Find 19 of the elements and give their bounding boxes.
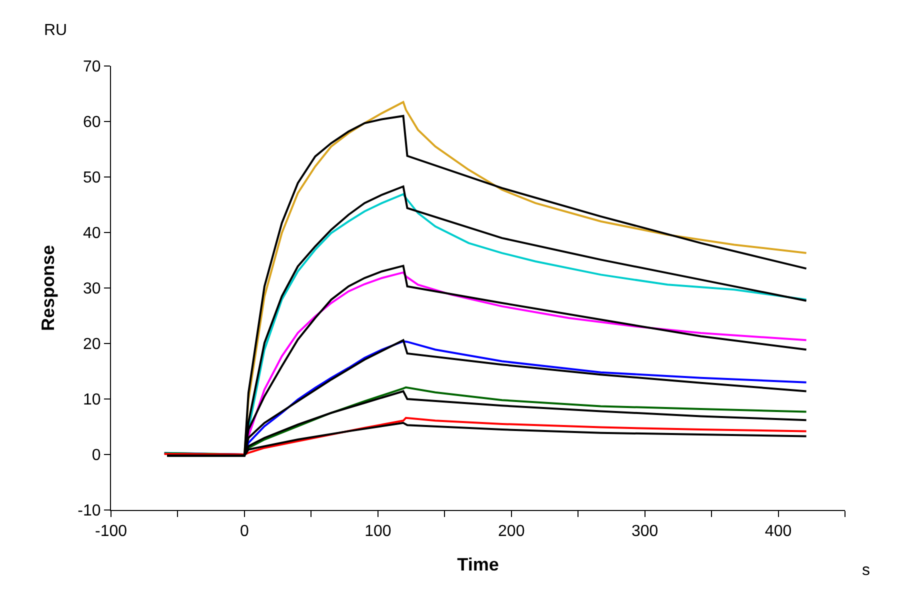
y-tick-label: 60 [83,114,101,132]
text: RU [44,22,68,39]
x-axis-title: Time [457,554,499,574]
y-tick-label: 10 [83,392,101,409]
y-tick-label: 20 [83,336,101,354]
text: s [862,562,870,579]
y-tick-label: 40 [83,225,101,242]
y-tick-label: -10 [78,502,101,520]
y-tick-label: 30 [83,280,101,298]
y-axis-title: Response [38,244,58,332]
x-tick-label: 100 [364,523,392,540]
y-tick-label: 50 [83,170,101,187]
x-tick-label: 400 [764,523,792,540]
x-tick-label: -100 [94,523,128,540]
x-tick-label: 300 [631,523,658,540]
x-tick-label: 0 [240,523,249,540]
y-tick-label: 70 [83,58,101,76]
y-tick-label: 0 [92,447,101,464]
x-tick-label: 200 [498,523,525,540]
